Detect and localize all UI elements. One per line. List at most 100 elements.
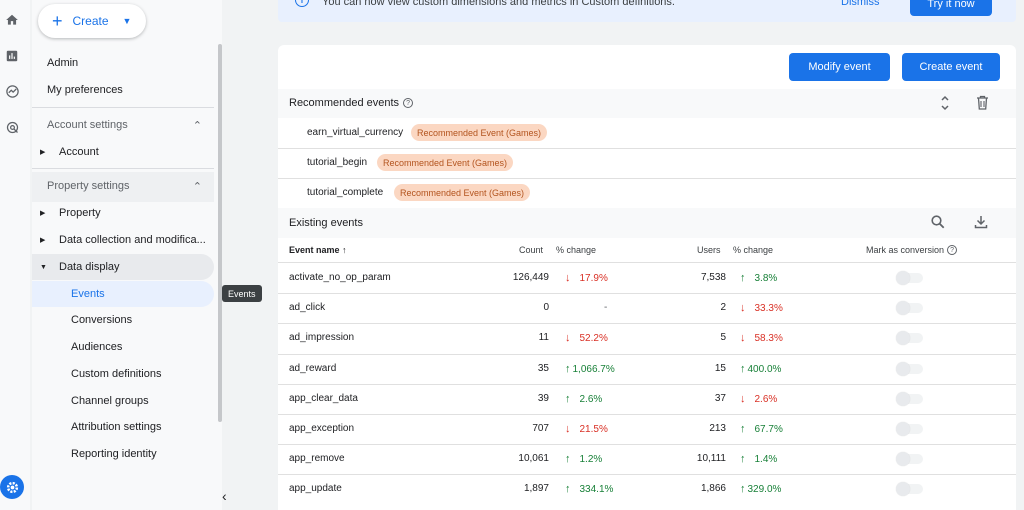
event-count: 0 — [543, 302, 549, 313]
events-tooltip: Events — [222, 285, 262, 302]
recommended-event-row[interactable]: tutorial_begin Recommended Event (Games) — [278, 148, 1016, 178]
sidebar-item-channel-groups[interactable]: Channel groups — [71, 395, 149, 407]
event-name[interactable]: app_remove — [289, 453, 345, 464]
property-settings-header[interactable]: Property settings ⌃ — [32, 173, 214, 199]
count-change: ↑ 334.1% — [565, 483, 614, 495]
mark-as-conversion-toggle[interactable] — [896, 482, 923, 496]
unfold-icon[interactable] — [940, 94, 950, 115]
sidebar-item-custom-definitions[interactable]: Custom definitions — [71, 368, 162, 380]
event-count: 39 — [537, 393, 549, 404]
sidebar-item-events[interactable]: Events — [32, 281, 214, 307]
event-name[interactable]: app_clear_data — [289, 393, 358, 404]
event-count: 35 — [537, 363, 549, 374]
divider — [32, 168, 214, 169]
advertising-icon[interactable] — [3, 118, 21, 136]
recommended-events-title: Recommended events — [289, 97, 400, 109]
arrow-down-icon: ↓ — [740, 393, 746, 405]
toggle-knob — [896, 422, 910, 436]
event-name[interactable]: ad_impression — [289, 332, 355, 343]
users-count: 1,866 — [700, 483, 726, 494]
account-settings-label: Account settings — [47, 119, 128, 131]
column-header-count[interactable]: Count — [519, 245, 544, 255]
sidebar-item-data-display[interactable]: ▼ Data display — [32, 254, 214, 280]
mark-as-conversion-toggle[interactable] — [896, 331, 923, 345]
explore-icon[interactable] — [3, 82, 21, 100]
column-header-event-name[interactable]: Event name ↑ — [289, 245, 347, 255]
table-row[interactable]: app_clear_data 39 ↑ 2.6% 37 ↓ 2.6% — [278, 384, 1016, 414]
download-icon[interactable] — [974, 215, 988, 232]
toggle-knob — [896, 301, 910, 315]
chevron-left-icon[interactable]: ‹ — [222, 488, 227, 504]
table-row[interactable]: app_update 1,897 ↑ 334.1% 1,866 ↑ 329.0% — [278, 474, 1016, 504]
try-it-now-button[interactable]: Try it now — [910, 0, 992, 16]
sidebar-item-reporting-identity[interactable]: Reporting identity — [71, 448, 157, 460]
event-count: 11 — [538, 332, 549, 343]
table-row[interactable]: ad_impression 11 ↓ 52.2% 5 ↓ 58.3% — [278, 323, 1016, 353]
arrow-up-icon: ↑ — [565, 393, 571, 405]
sidebar-item-audiences[interactable]: Audiences — [71, 341, 123, 353]
delete-icon[interactable] — [976, 95, 989, 113]
users-count: 5 — [720, 332, 726, 343]
home-icon[interactable] — [3, 11, 21, 29]
sidebar-item-account-label: Account — [59, 146, 99, 158]
sidebar-item-my-preferences[interactable]: My preferences — [47, 84, 123, 96]
recommended-event-chip: Recommended Event (Games) — [411, 124, 548, 141]
modify-event-button[interactable]: Modify event — [789, 53, 890, 81]
mark-as-conversion-toggle[interactable] — [896, 301, 923, 315]
mark-as-conversion-toggle[interactable] — [896, 392, 923, 406]
event-name[interactable]: ad_click — [289, 302, 326, 313]
mark-as-conversion-toggle[interactable] — [896, 271, 923, 285]
event-name[interactable]: ad_reward — [289, 363, 337, 374]
sidebar-scrollbar[interactable] — [218, 44, 222, 422]
column-header-mark-label: Mark as conversion — [866, 245, 945, 255]
table-row[interactable]: app_remove 10,061 ↑ 1.2% 10,111 ↑ 1.4% — [278, 444, 1016, 474]
help-icon[interactable]: ? — [947, 245, 958, 255]
table-row[interactable]: ad_click 0 - 2 ↓ 33.3% — [278, 293, 1016, 323]
mark-as-conversion-toggle[interactable] — [896, 362, 923, 376]
arrow-up-icon: ↑ — [740, 363, 746, 375]
recommended-event-name: earn_virtual_currency — [307, 127, 404, 138]
sidebar-item-property-label: Property — [59, 207, 101, 219]
existing-events-title: Existing events — [289, 217, 363, 229]
mark-as-conversion-toggle[interactable] — [896, 452, 923, 466]
create-event-button[interactable]: Create event — [902, 53, 1000, 81]
mark-as-conversion-toggle[interactable] — [896, 422, 923, 436]
help-icon[interactable]: ? — [403, 98, 414, 108]
account-settings-header[interactable]: Account settings ⌃ — [32, 112, 214, 138]
users-count: 15 — [714, 363, 726, 374]
event-count: 707 — [532, 423, 549, 434]
chevron-up-icon: ⌃ — [192, 119, 202, 132]
table-row[interactable]: ad_reward 35 ↑ 1,066.7% 15 ↑ 400.0% — [278, 354, 1016, 384]
column-header-users-change[interactable]: % change — [733, 245, 774, 255]
arrow-up-icon: ↑ — [740, 453, 746, 465]
column-header-count-change[interactable]: % change — [556, 245, 597, 255]
create-button[interactable]: + Create ▼ — [38, 4, 146, 38]
events-card: Modify event Create event Recommended ev… — [278, 45, 1016, 510]
event-name[interactable]: activate_no_op_param — [289, 272, 391, 283]
event-name[interactable]: app_update — [289, 483, 342, 494]
plus-icon: + — [52, 11, 63, 31]
users-change: ↑ 67.7% — [740, 423, 783, 435]
sidebar-item-account[interactable]: ▶ Account — [32, 139, 214, 165]
users-count: 10,111 — [696, 453, 726, 464]
users-count: 213 — [709, 423, 726, 434]
caret-down-icon: ▼ — [122, 16, 132, 26]
column-header-users[interactable]: Users — [697, 245, 721, 255]
table-row[interactable]: activate_no_op_param 126,449 ↓ 17.9% 7,538 ↑ 3… — [278, 263, 1016, 293]
sidebar-item-data-collection[interactable]: ▶ Data collection and modifica... — [32, 227, 214, 253]
arrow-down-icon: ↓ — [740, 302, 746, 314]
sidebar-item-conversions[interactable]: Conversions — [71, 314, 133, 326]
search-icon[interactable] — [931, 215, 945, 232]
dismiss-link[interactable]: Dismiss — [841, 0, 880, 8]
sidebar-item-attribution-settings[interactable]: Attribution settings — [71, 421, 162, 433]
reports-icon[interactable] — [3, 47, 21, 65]
recommended-event-row[interactable]: tutorial_complete Recommended Event (Gam… — [278, 178, 1016, 208]
recommended-event-row[interactable]: earn_virtual_currency Recommended Event … — [278, 118, 1016, 148]
sidebar-item-property[interactable]: ▶ Property — [32, 200, 214, 226]
count-change: ↓ 17.9% — [565, 272, 608, 284]
event-name[interactable]: app_exception — [289, 423, 355, 434]
table-row[interactable]: app_exception 707 ↓ 21.5% 213 ↑ 67.7% — [278, 414, 1016, 444]
users-change: ↑ 1.4% — [740, 453, 778, 465]
sidebar-item-admin[interactable]: Admin — [47, 57, 79, 69]
admin-gear-icon[interactable] — [0, 475, 24, 499]
